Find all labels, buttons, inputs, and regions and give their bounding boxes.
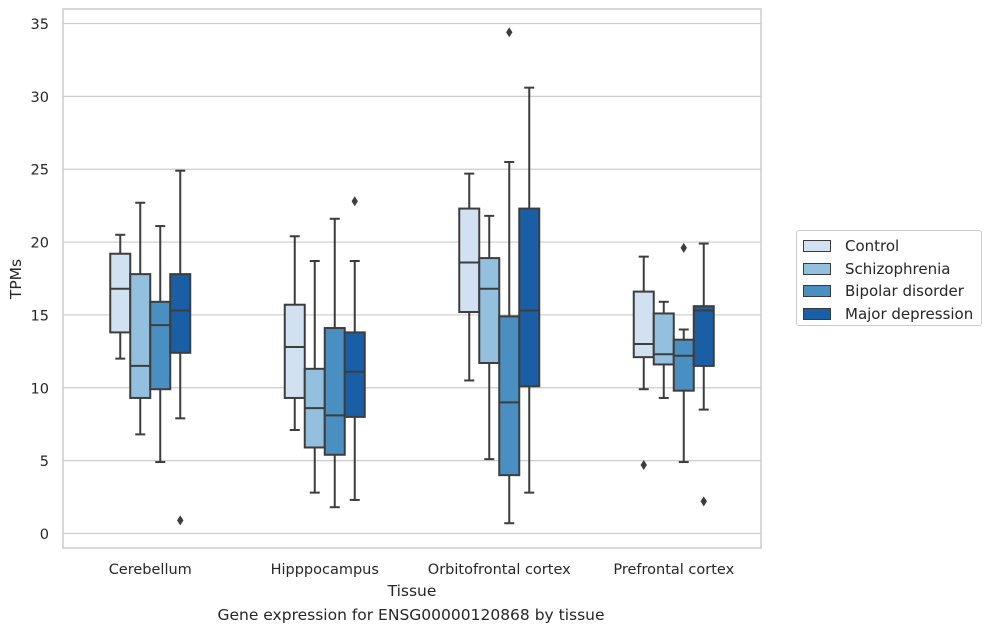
legend-label: Schizophrenia	[845, 259, 951, 278]
iqr-box	[672, 338, 695, 392]
legend-swatch	[803, 285, 831, 298]
x-axis-label: Tissue	[387, 582, 437, 600]
x-tick-label: Cerebellum	[109, 562, 192, 578]
iqr-box	[458, 207, 481, 314]
y-tick-label: 30	[31, 90, 49, 106]
legend-swatch	[803, 307, 831, 320]
legend-label: Bipolar disorder	[845, 282, 964, 301]
boxplot-schizophrenia	[129, 201, 152, 436]
y-tick-label: 15	[31, 308, 49, 324]
iqr-box	[632, 290, 655, 359]
boxplot-bipolar-disorder	[672, 242, 695, 464]
iqr-box	[343, 331, 366, 418]
iqr-box	[498, 315, 521, 477]
axis-ticks: 0 5 10 15 20 25 30 35 Cerebellum Hipppocampus Orbi…	[31, 17, 735, 578]
iqr-box	[149, 300, 172, 391]
y-tick-label: 0	[40, 527, 49, 543]
outlier-point	[506, 27, 513, 38]
legend-item-major-depression: Major depression	[803, 303, 981, 326]
boxplot-control	[283, 235, 306, 432]
iqr-box	[478, 257, 501, 364]
y-axis-label: TPMs	[7, 259, 25, 300]
outlier-point	[640, 459, 647, 470]
legend-label: Major depression	[845, 304, 974, 323]
iqr-box	[692, 305, 715, 367]
y-tick-label: 20	[31, 236, 49, 252]
figure-caption: Gene expression for ENSG00000120868 by t…	[217, 606, 605, 624]
boxplot-major-depression	[343, 196, 366, 501]
iqr-box	[323, 327, 346, 456]
x-tick-label: Hipppocampus	[271, 562, 379, 578]
outlier-point	[177, 515, 184, 526]
legend-item-bipolar-disorder: Bipolar disorder	[803, 280, 981, 303]
boxplot-bipolar-disorder	[323, 217, 346, 509]
legend-item-control: Control	[803, 235, 981, 258]
grid-lines	[63, 22, 761, 535]
legend: Control Schizophrenia Bipolar disorder M…	[796, 230, 982, 326]
legend-swatch	[803, 262, 831, 275]
iqr-box	[652, 312, 675, 366]
boxplots	[109, 27, 715, 526]
boxplot-major-depression	[692, 242, 715, 507]
boxplot-bipolar-disorder	[498, 27, 521, 525]
outlier-point	[680, 242, 687, 253]
outlier-point	[351, 196, 358, 207]
iqr-box	[109, 252, 132, 334]
iqr-box	[129, 273, 152, 399]
legend-swatch	[803, 240, 831, 253]
boxplot-major-depression	[518, 86, 541, 494]
y-tick-label: 35	[31, 17, 49, 33]
boxplot-control	[632, 255, 655, 470]
plot-frame	[62, 8, 762, 549]
x-tick-label: Prefrontal cortex	[613, 562, 734, 578]
y-tick-label: 5	[40, 454, 49, 470]
boxplot-schizophrenia	[478, 214, 501, 461]
iqr-box	[169, 273, 192, 354]
boxplot-schizophrenia	[652, 300, 675, 399]
iqr-box	[518, 207, 541, 388]
boxplot-schizophrenia	[303, 260, 326, 494]
y-tick-label: 25	[31, 163, 49, 179]
boxplot-control	[109, 233, 132, 360]
x-tick-label: Orbitofrontal cortex	[428, 562, 571, 578]
outlier-point	[700, 496, 707, 507]
boxplot-control	[458, 172, 481, 382]
legend-item-schizophrenia: Schizophrenia	[803, 258, 981, 281]
y-tick-label: 10	[31, 381, 49, 397]
iqr-box	[283, 303, 306, 399]
boxplot-bipolar-disorder	[149, 225, 172, 464]
legend-label: Control	[845, 237, 900, 256]
boxplot-major-depression	[169, 169, 192, 526]
